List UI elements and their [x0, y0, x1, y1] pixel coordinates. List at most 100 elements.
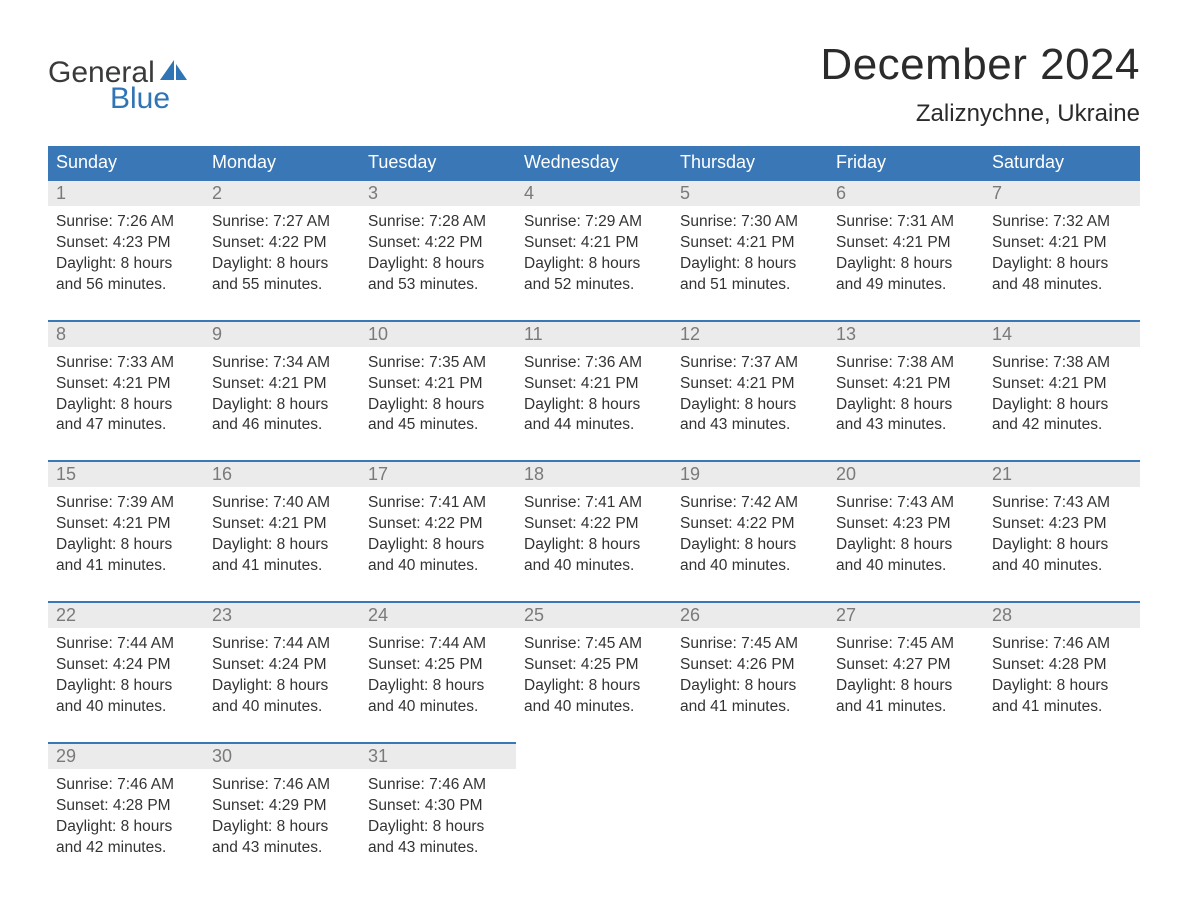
sunrise-line: Sunrise: 7:44 AM — [368, 634, 508, 655]
sunset-line: Sunset: 4:21 PM — [680, 233, 820, 254]
calendar-day-cell: 1Sunrise: 7:26 AMSunset: 4:23 PMDaylight… — [48, 180, 204, 321]
daylight-line1: Daylight: 8 hours — [56, 817, 196, 838]
day-content: Sunrise: 7:43 AMSunset: 4:23 PMDaylight:… — [828, 487, 984, 601]
day-number: 26 — [672, 603, 828, 628]
header: General Blue December 2024 Zaliznychne, … — [48, 40, 1140, 128]
daylight-line1: Daylight: 8 hours — [212, 817, 352, 838]
logo-word2: Blue — [110, 84, 189, 114]
daylight-line2: and 43 minutes. — [680, 415, 820, 436]
day-content: Sunrise: 7:46 AMSunset: 4:30 PMDaylight:… — [360, 769, 516, 883]
calendar-week-row: 8Sunrise: 7:33 AMSunset: 4:21 PMDaylight… — [48, 321, 1140, 462]
day-content: Sunrise: 7:46 AMSunset: 4:28 PMDaylight:… — [984, 628, 1140, 742]
day-content: Sunrise: 7:41 AMSunset: 4:22 PMDaylight:… — [516, 487, 672, 601]
sunset-line: Sunset: 4:21 PM — [56, 374, 196, 395]
daylight-line1: Daylight: 8 hours — [992, 676, 1132, 697]
day-content: Sunrise: 7:43 AMSunset: 4:23 PMDaylight:… — [984, 487, 1140, 601]
calendar-day-cell: 10Sunrise: 7:35 AMSunset: 4:21 PMDayligh… — [360, 321, 516, 462]
day-number: 2 — [204, 181, 360, 206]
sunset-line: Sunset: 4:21 PM — [680, 374, 820, 395]
day-number: 18 — [516, 462, 672, 487]
calendar-day-cell: 6Sunrise: 7:31 AMSunset: 4:21 PMDaylight… — [828, 180, 984, 321]
sunset-line: Sunset: 4:22 PM — [524, 514, 664, 535]
daylight-line1: Daylight: 8 hours — [368, 676, 508, 697]
sunrise-line: Sunrise: 7:41 AM — [368, 493, 508, 514]
calendar-day-cell: 22Sunrise: 7:44 AMSunset: 4:24 PMDayligh… — [48, 602, 204, 743]
sunset-line: Sunset: 4:21 PM — [212, 514, 352, 535]
calendar-day-cell — [984, 743, 1140, 883]
calendar-day-cell — [516, 743, 672, 883]
sunset-line: Sunset: 4:25 PM — [368, 655, 508, 676]
calendar-day-cell — [828, 743, 984, 883]
daylight-line1: Daylight: 8 hours — [836, 254, 976, 275]
day-number: 13 — [828, 322, 984, 347]
sunrise-line: Sunrise: 7:43 AM — [836, 493, 976, 514]
calendar-day-cell: 11Sunrise: 7:36 AMSunset: 4:21 PMDayligh… — [516, 321, 672, 462]
daylight-line2: and 53 minutes. — [368, 275, 508, 296]
day-content: Sunrise: 7:34 AMSunset: 4:21 PMDaylight:… — [204, 347, 360, 461]
sunset-line: Sunset: 4:28 PM — [992, 655, 1132, 676]
daylight-line2: and 45 minutes. — [368, 415, 508, 436]
daylight-line2: and 40 minutes. — [524, 697, 664, 718]
sunrise-line: Sunrise: 7:33 AM — [56, 353, 196, 374]
day-number: 1 — [48, 181, 204, 206]
day-content: Sunrise: 7:45 AMSunset: 4:25 PMDaylight:… — [516, 628, 672, 742]
sunrise-line: Sunrise: 7:27 AM — [212, 212, 352, 233]
calendar-day-cell: 17Sunrise: 7:41 AMSunset: 4:22 PMDayligh… — [360, 461, 516, 602]
weekday-header: Tuesday — [360, 146, 516, 180]
sunrise-line: Sunrise: 7:31 AM — [836, 212, 976, 233]
day-content: Sunrise: 7:45 AMSunset: 4:26 PMDaylight:… — [672, 628, 828, 742]
daylight-line1: Daylight: 8 hours — [212, 535, 352, 556]
sunrise-line: Sunrise: 7:42 AM — [680, 493, 820, 514]
day-number: 16 — [204, 462, 360, 487]
sunrise-line: Sunrise: 7:36 AM — [524, 353, 664, 374]
sunset-line: Sunset: 4:21 PM — [524, 374, 664, 395]
calendar-day-cell: 16Sunrise: 7:40 AMSunset: 4:21 PMDayligh… — [204, 461, 360, 602]
sunrise-line: Sunrise: 7:30 AM — [680, 212, 820, 233]
daylight-line1: Daylight: 8 hours — [992, 395, 1132, 416]
day-number: 24 — [360, 603, 516, 628]
daylight-line2: and 56 minutes. — [56, 275, 196, 296]
day-content: Sunrise: 7:46 AMSunset: 4:28 PMDaylight:… — [48, 769, 204, 883]
sunrise-line: Sunrise: 7:46 AM — [368, 775, 508, 796]
calendar-day-cell: 19Sunrise: 7:42 AMSunset: 4:22 PMDayligh… — [672, 461, 828, 602]
daylight-line2: and 40 minutes. — [212, 697, 352, 718]
daylight-line2: and 55 minutes. — [212, 275, 352, 296]
sunrise-line: Sunrise: 7:26 AM — [56, 212, 196, 233]
calendar-day-cell: 5Sunrise: 7:30 AMSunset: 4:21 PMDaylight… — [672, 180, 828, 321]
sunrise-line: Sunrise: 7:38 AM — [836, 353, 976, 374]
calendar-day-cell: 2Sunrise: 7:27 AMSunset: 4:22 PMDaylight… — [204, 180, 360, 321]
day-number: 9 — [204, 322, 360, 347]
day-number: 7 — [984, 181, 1140, 206]
logo: General Blue — [48, 58, 189, 114]
daylight-line2: and 44 minutes. — [524, 415, 664, 436]
sunset-line: Sunset: 4:21 PM — [992, 233, 1132, 254]
day-number: 21 — [984, 462, 1140, 487]
day-content: Sunrise: 7:40 AMSunset: 4:21 PMDaylight:… — [204, 487, 360, 601]
calendar-day-cell: 31Sunrise: 7:46 AMSunset: 4:30 PMDayligh… — [360, 743, 516, 883]
daylight-line1: Daylight: 8 hours — [212, 254, 352, 275]
day-number: 6 — [828, 181, 984, 206]
daylight-line2: and 41 minutes. — [212, 556, 352, 577]
day-content: Sunrise: 7:31 AMSunset: 4:21 PMDaylight:… — [828, 206, 984, 320]
calendar-day-cell: 23Sunrise: 7:44 AMSunset: 4:24 PMDayligh… — [204, 602, 360, 743]
daylight-line2: and 40 minutes. — [836, 556, 976, 577]
weekday-header: Monday — [204, 146, 360, 180]
day-number: 12 — [672, 322, 828, 347]
day-number: 20 — [828, 462, 984, 487]
sunrise-line: Sunrise: 7:37 AM — [680, 353, 820, 374]
daylight-line2: and 41 minutes. — [680, 697, 820, 718]
day-number: 28 — [984, 603, 1140, 628]
day-content: Sunrise: 7:35 AMSunset: 4:21 PMDaylight:… — [360, 347, 516, 461]
day-content: Sunrise: 7:45 AMSunset: 4:27 PMDaylight:… — [828, 628, 984, 742]
weekday-header-row: Sunday Monday Tuesday Wednesday Thursday… — [48, 146, 1140, 180]
day-number: 17 — [360, 462, 516, 487]
day-number: 19 — [672, 462, 828, 487]
daylight-line1: Daylight: 8 hours — [680, 254, 820, 275]
day-content: Sunrise: 7:46 AMSunset: 4:29 PMDaylight:… — [204, 769, 360, 883]
daylight-line2: and 41 minutes. — [836, 697, 976, 718]
sunrise-line: Sunrise: 7:28 AM — [368, 212, 508, 233]
day-number: 10 — [360, 322, 516, 347]
sunrise-line: Sunrise: 7:46 AM — [212, 775, 352, 796]
title-block: December 2024 Zaliznychne, Ukraine — [820, 40, 1140, 128]
daylight-line2: and 43 minutes. — [368, 838, 508, 859]
